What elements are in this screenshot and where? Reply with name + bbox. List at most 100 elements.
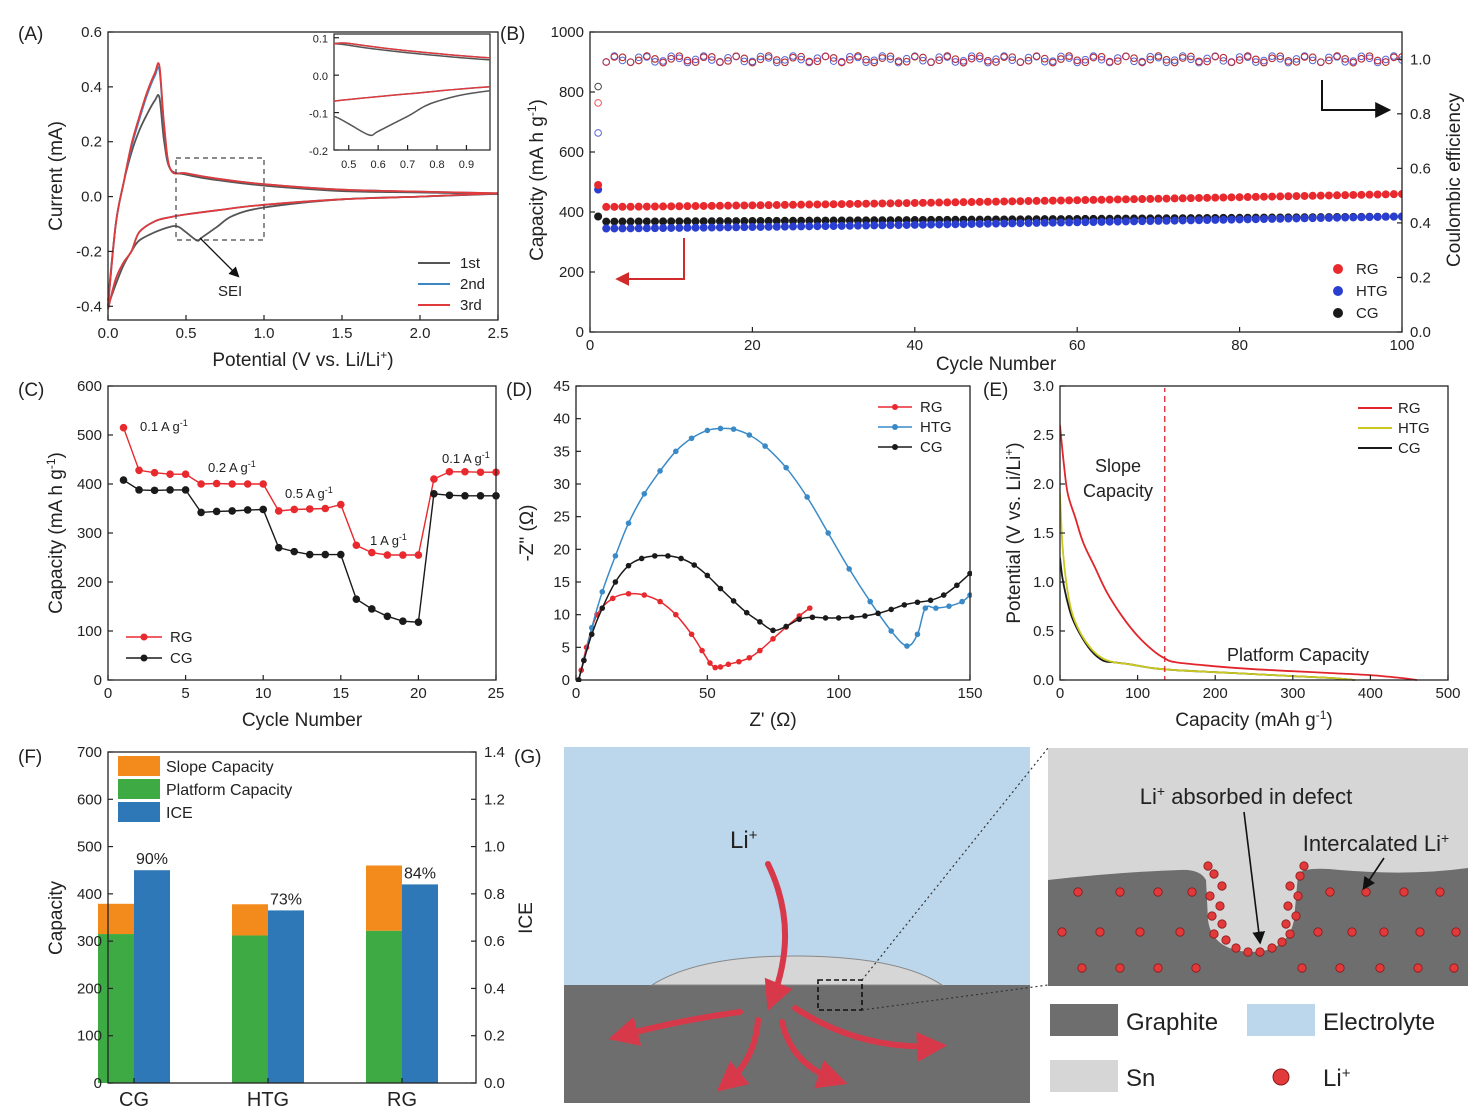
eis-point-HTG-17 xyxy=(825,530,831,536)
ce-point-RG-70 xyxy=(1154,52,1163,60)
capacity-point-RG-28 xyxy=(813,200,822,209)
capacity-point-RG-80 xyxy=(1235,193,1244,202)
capacity-point-RG-65 xyxy=(1113,195,1122,204)
capacity-point-RG-67 xyxy=(1130,195,1139,204)
ice-value-label-HTG: 73% xyxy=(270,891,302,908)
legend-dot-li xyxy=(1272,1068,1290,1086)
ce-point-RG-49 xyxy=(984,56,992,65)
category-label-CG: CG xyxy=(119,1089,149,1111)
ce-point-RG-3 xyxy=(610,53,619,61)
capacity-point-RG-17 xyxy=(724,201,733,210)
ce-point-HTG-11 xyxy=(675,54,684,63)
capacity-point-RG-5 xyxy=(626,202,635,211)
rate-point-CG-2 xyxy=(135,486,143,494)
legend-dot-cg xyxy=(1333,308,1343,318)
rate-point-CG-15 xyxy=(337,550,345,559)
eis-point-HTG-11 xyxy=(717,425,724,432)
capacity-point-HTG-3 xyxy=(610,224,619,233)
capacity-point-HTG-70 xyxy=(1154,216,1163,225)
capacity-point-RG-6 xyxy=(634,202,643,211)
capacity-point-RG-7 xyxy=(642,202,651,211)
d-xtick-label-3: 150 xyxy=(957,685,982,702)
eis-point-CG-21 xyxy=(835,615,842,621)
ce-point-RG-54 xyxy=(1024,56,1033,65)
capacity-point-HTG-59 xyxy=(1065,218,1074,227)
capacity-point-HTG-76 xyxy=(1203,216,1212,225)
f2-ytick-label-0: 0.0 xyxy=(484,1075,505,1092)
legend-label-cg: CG xyxy=(1356,305,1379,322)
c-xtick-label-4: 20 xyxy=(410,685,427,702)
b2-ytick-label-5: 1.0 xyxy=(1410,51,1431,68)
capacity-point-RG-49 xyxy=(983,197,992,206)
capacity-point-CG-5 xyxy=(626,217,635,226)
capacity-point-HTG-22 xyxy=(764,222,773,231)
ce-point-RG-94 xyxy=(1349,58,1358,67)
ce-point-RG-44 xyxy=(943,52,952,60)
capacity-point-CG-19 xyxy=(740,217,749,226)
rate-label-1: 0.1 A g-1 xyxy=(140,418,188,434)
capacity-point-RG-96 xyxy=(1365,190,1374,199)
f2-ytick-label-3: 0.6 xyxy=(484,933,505,950)
ce-point-HTG-72 xyxy=(1170,56,1179,64)
ce-point-HTG-71 xyxy=(1162,58,1171,67)
eis-point-CG-10 xyxy=(691,562,697,568)
eis-point-HTG-19 xyxy=(867,598,873,605)
capacity-point-RG-44 xyxy=(943,198,952,207)
eis-point-HTG-5 xyxy=(625,520,632,526)
capacity-point-RG-79 xyxy=(1227,193,1236,202)
capacity-point-RG-68 xyxy=(1138,195,1147,204)
capacity-point-CG-18 xyxy=(732,217,741,226)
b2-ytick-label-2: 0.4 xyxy=(1410,215,1431,232)
rate-point-CG-19 xyxy=(399,617,407,625)
inset-line-1st-cath xyxy=(334,90,490,137)
ce-point-RG-36 xyxy=(878,54,887,62)
f-ytick-label-0: 0 xyxy=(94,1075,102,1092)
li-flow-arrows xyxy=(608,861,947,1092)
e-xtick-label-1: 100 xyxy=(1125,685,1150,702)
ce-point-RG-98 xyxy=(1381,58,1390,66)
platform-label: Platform Capacity xyxy=(1227,645,1369,665)
ce-point-RG-27 xyxy=(805,57,814,66)
capacity-point-HTG-91 xyxy=(1324,213,1333,222)
ce-point-HTG-82 xyxy=(1252,58,1260,66)
capacity-point-HTG-100 xyxy=(1398,212,1402,221)
a-ytick-label-4: 0.4 xyxy=(81,79,102,96)
li-dot-4 xyxy=(1325,887,1335,897)
capacity-point-RG-43 xyxy=(935,198,944,207)
capacity-point-CG-4 xyxy=(618,217,627,226)
capacity-point-HTG-72 xyxy=(1170,216,1179,225)
capacity-point-RG-87 xyxy=(1292,192,1301,201)
capacity-point-HTG-7 xyxy=(642,224,651,233)
legend-dot-cg xyxy=(892,444,898,450)
capacity-point-RG-10 xyxy=(667,202,676,211)
capacity-point-CG-8 xyxy=(650,217,659,226)
b-ytick-label-4: 800 xyxy=(559,84,584,101)
capacity-point-RG-94 xyxy=(1349,190,1358,199)
zoom-line-bottom xyxy=(861,984,1049,1011)
capacity-point-HTG-71 xyxy=(1162,216,1171,225)
eis-point-CG-8 xyxy=(665,553,671,559)
capacity-point-HTG-75 xyxy=(1195,216,1203,225)
capacity-point-RG-13 xyxy=(691,202,700,211)
panel-e-legend: RG HTG CG xyxy=(1358,400,1430,457)
zoom-graphite-defect xyxy=(1048,868,1468,986)
legend-label-sn: Sn xyxy=(1126,1065,1155,1092)
panel-b-legend: RG HTG CG xyxy=(1333,261,1388,322)
capacity-point-HTG-14 xyxy=(699,223,708,232)
legend-label-rg: RG xyxy=(1356,261,1379,278)
rate-point-CG-9 xyxy=(243,506,252,514)
rate-point-CG-16 xyxy=(352,595,361,603)
a-ytick-label-3: 0.2 xyxy=(81,134,102,151)
panel-b-frame xyxy=(589,31,1403,333)
ce-point-RG-10 xyxy=(667,54,676,63)
li-dot-8 xyxy=(1057,927,1067,937)
b-xtick-label-5: 100 xyxy=(1389,337,1414,354)
capacity-point-HTG-62 xyxy=(1089,218,1098,227)
ce-point-RG-73 xyxy=(1178,54,1187,62)
capacity-point-HTG-35 xyxy=(870,221,879,230)
capacity-point-RG-48 xyxy=(975,197,984,206)
capacity-point-RG-2 xyxy=(602,202,611,211)
ce-point-RG-12 xyxy=(683,56,692,65)
panel-a-legend: 1st 2nd 3rd xyxy=(418,255,485,314)
capacity-point-HTG-82 xyxy=(1251,215,1260,224)
